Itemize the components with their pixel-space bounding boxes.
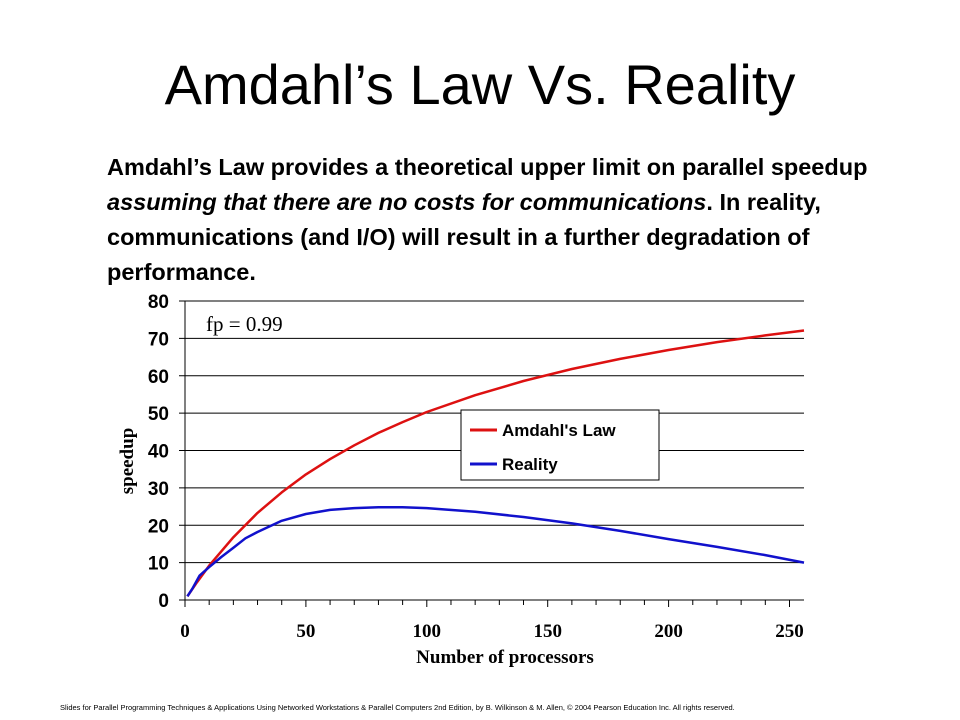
x-tick-label: 50 [296, 621, 315, 642]
series-line-0 [186, 329, 805, 598]
chart-legend: Amdahl's Law Reality [460, 409, 660, 481]
fp-annotation: fp = 0.99 [206, 312, 283, 336]
slide-paragraph: Amdahl’s Law provides a theoretical uppe… [107, 150, 907, 290]
y-tick-label: 40 [148, 442, 169, 463]
y-tick-label: 80 [148, 292, 169, 313]
y-tick-label: 60 [148, 367, 169, 388]
paragraph-part1: Amdahl’s Law provides a theoretical uppe… [107, 154, 868, 180]
chart-tick-labels: 0 10 20 30 40 50 60 70 80 0 50 100 150 200 250 [148, 292, 804, 642]
legend-label: Amdahl's Law [502, 421, 616, 440]
chart-series [186, 329, 805, 598]
y-tick-label: 30 [148, 479, 169, 500]
paragraph-italic: assuming that there are no costs for com… [107, 189, 707, 215]
y-axis-label: speedup [117, 428, 138, 495]
x-tick-label: 200 [654, 621, 683, 642]
y-tick-label: 20 [148, 516, 169, 537]
legend-label: Reality [502, 455, 558, 474]
chart-axes [179, 300, 804, 607]
x-tick-label: 0 [180, 621, 190, 642]
slide-title: Amdahl’s Law Vs. Reality [164, 53, 796, 116]
series-line-1 [186, 506, 805, 597]
y-tick-label: 10 [148, 554, 169, 575]
paragraph-part3: . In reality, communications (and I/O) w… [107, 189, 821, 285]
x-tick-label: 100 [413, 621, 442, 642]
legend-box [460, 409, 660, 481]
y-tick-label: 70 [148, 329, 169, 350]
x-tick-label: 150 [533, 621, 562, 642]
slide-footer: Slides for Parallel Programming Techniqu… [60, 703, 735, 712]
x-tick-label: 250 [775, 621, 804, 642]
y-tick-label: 50 [148, 404, 169, 425]
x-axis-label: Number of processors [416, 647, 594, 668]
y-tick-label: 0 [158, 591, 169, 612]
